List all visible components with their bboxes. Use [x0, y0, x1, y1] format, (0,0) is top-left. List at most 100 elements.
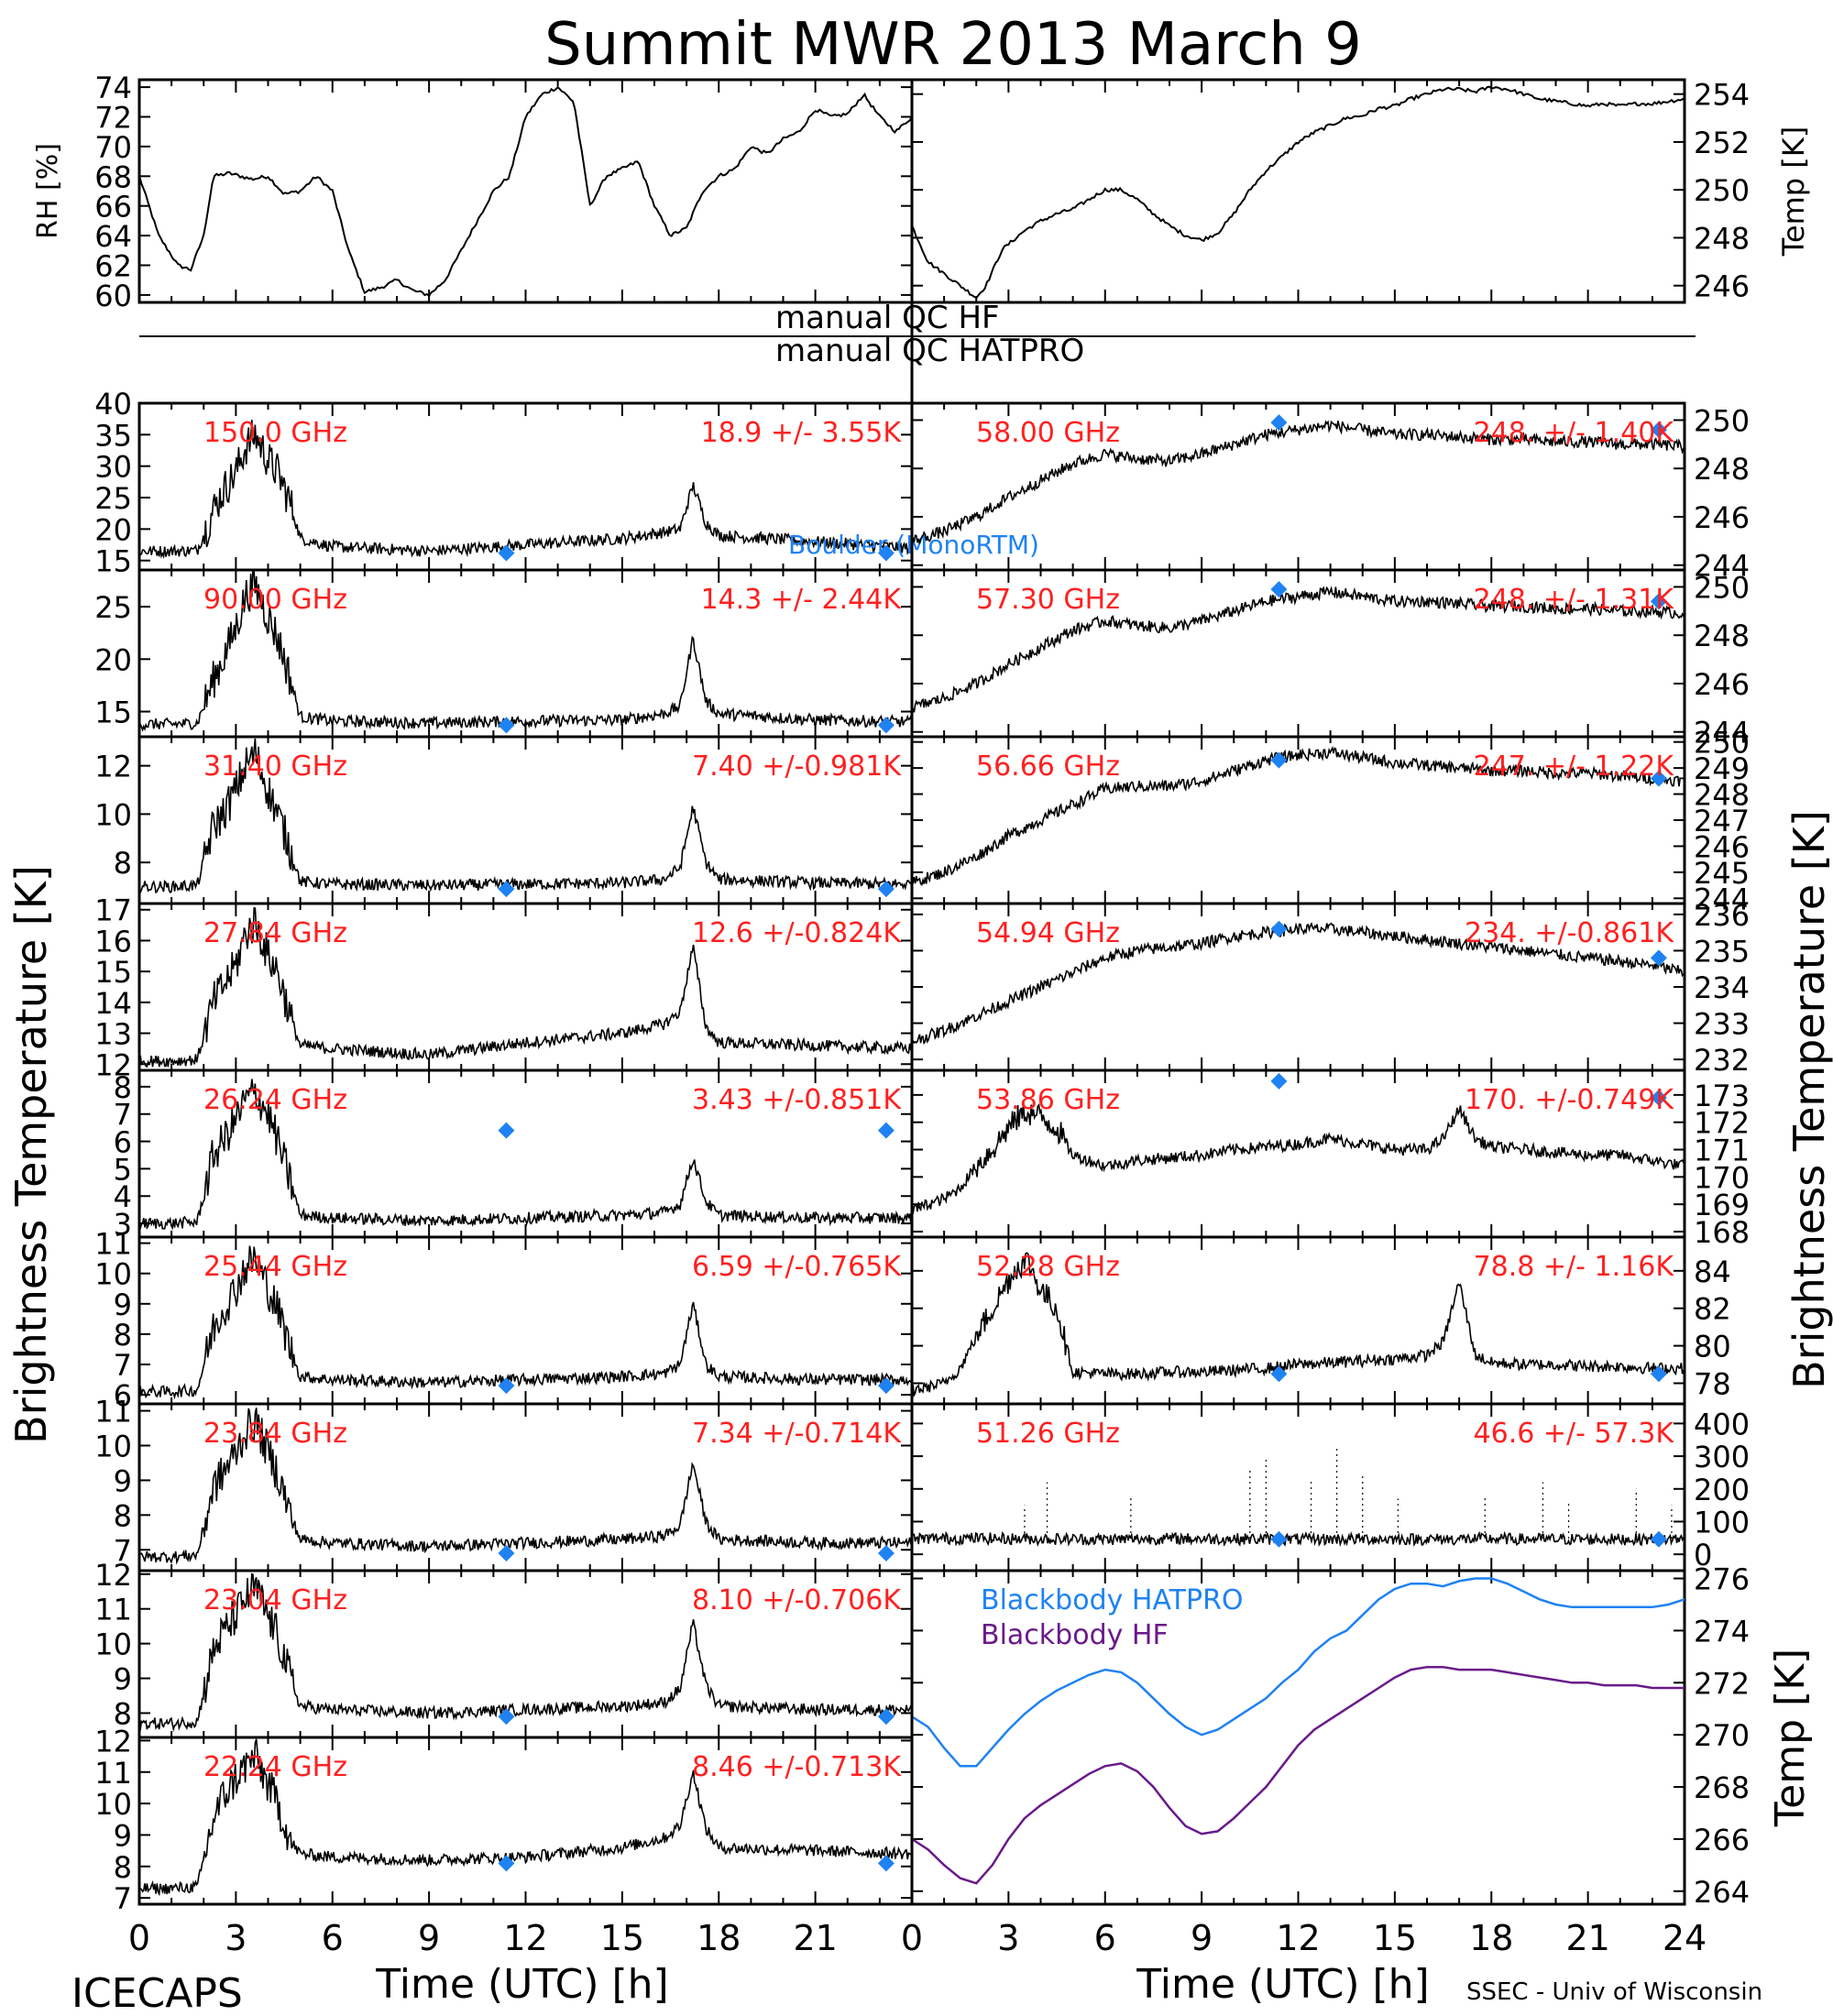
ylabel-left: Brightness Temperature [K] [6, 865, 56, 1444]
y-tick-label: 274 [1694, 1614, 1750, 1649]
figure-title: Summit MWR 2013 March 9 [544, 11, 1362, 79]
x-tick-label: 9 [1191, 1918, 1213, 1958]
model-diamond [498, 1377, 515, 1395]
y-tick-label: 11 [94, 1756, 132, 1791]
y-tick-label: 244 [1694, 716, 1750, 751]
y-tick-label: 7 [114, 1348, 132, 1383]
stat-label: 7.34 +/-0.714K [692, 1418, 902, 1450]
y-tick-label: 13 [94, 1017, 132, 1052]
footer-left: ICECAPS [71, 1970, 243, 2016]
model-diamond [1650, 1365, 1667, 1383]
y-tick-label: 168 [1694, 1215, 1750, 1250]
model-diamond [1270, 581, 1288, 598]
model-diamond [877, 1377, 895, 1395]
model-diamond [498, 1545, 515, 1562]
tb-trace [139, 1738, 912, 1897]
y-tick-label: 10 [94, 797, 132, 832]
tb-trace [912, 420, 1685, 544]
panel-body [912, 1446, 1685, 1548]
panel-body [912, 420, 1685, 544]
x-tick-label: 18 [1469, 1918, 1513, 1958]
y-tick-label: 248 [1694, 619, 1750, 653]
y-tick-label: 264 [1694, 1875, 1750, 1910]
y-tick-label: 16 [94, 924, 132, 959]
stat-label: 247. +/- 1.22K [1474, 751, 1675, 783]
y-tick-label: 9 [114, 1463, 132, 1498]
panel-blackbody: 264 266 268 270 272 274 276 Blackbody HATPROBla… [910, 1562, 1814, 1910]
y-tick-label: 170 [1694, 1160, 1750, 1195]
panel-ylabel: Temp [K] [1776, 126, 1811, 257]
model-diamond [1270, 1530, 1288, 1548]
model-diamond [1270, 920, 1288, 937]
y-tick-label: 5 [114, 1152, 132, 1187]
model-diamond [877, 544, 895, 562]
panel-ylabel: RH [%] [32, 143, 64, 239]
model-diamond [1650, 949, 1667, 967]
x-tick-label: 24 [1663, 1918, 1707, 1958]
xlabel-left: Time (UTC) [h] [375, 1961, 668, 2008]
model-diamond [1270, 1365, 1288, 1383]
y-tick-label: 25 [94, 481, 132, 516]
y-tick-label: 84 [1694, 1255, 1731, 1289]
frequency-label: 31.40 GHz [203, 751, 347, 783]
y-tick-label: 11 [94, 1593, 132, 1627]
frequency-label: 26.24 GHz [203, 1084, 347, 1116]
x-tick-label: 6 [322, 1918, 344, 1958]
ylabel-right: Brightness Temperature [K] [1784, 810, 1833, 1389]
panel-body [912, 745, 1685, 886]
stat-label: 46.6 +/- 57.3K [1474, 1418, 1675, 1450]
panel-body [139, 1738, 912, 1897]
y-tick-label: 270 [1694, 1718, 1750, 1753]
y-tick-label: 17 [94, 893, 132, 928]
panel-body [139, 1079, 912, 1232]
y-tick-label: 232 [1694, 1043, 1750, 1078]
y-tick-label: 78 [1694, 1367, 1731, 1402]
y-tick-label: 30 [94, 450, 132, 485]
y-tick-label: 266 [1694, 1823, 1750, 1857]
model-diamond [498, 1855, 515, 1872]
y-tick-label: 9 [114, 1818, 132, 1853]
tb-trace [139, 420, 912, 560]
xlabel-right: Time (UTC) [h] [1136, 1961, 1429, 2008]
tb-trace [912, 1530, 1685, 1548]
y-tick-label: 12 [94, 750, 132, 784]
frequency-label: 150.0 GHz [203, 417, 347, 449]
y-tick-label: 171 [1694, 1134, 1750, 1168]
model-diamond [877, 1855, 895, 1872]
y-tick-label: 172 [1694, 1106, 1750, 1141]
panel-body [139, 1245, 912, 1400]
panel-tb-57.30: 244 246 248 250 57.30 GHz 248. +/- 1.31K [910, 568, 1750, 751]
y-tick-label: 246 [1694, 269, 1750, 304]
model-diamond [1650, 422, 1667, 439]
y-tick-label: 66 [94, 190, 132, 225]
temp-line [912, 85, 1685, 300]
frequency-label: 23.04 GHz [203, 1584, 347, 1616]
panel-body [139, 570, 912, 732]
model-diamond [1650, 1530, 1667, 1548]
stat-label: 78.8 +/- 1.16K [1474, 1251, 1675, 1283]
frequency-label: 58.00 GHz [976, 417, 1120, 449]
y-tick-label: 9 [114, 1662, 132, 1697]
panel-temp: 246 248 250 252 254 Temp [K] [910, 78, 1811, 304]
x-tick-label: 3 [225, 1918, 247, 1958]
legend-entry: Blackbody HF [981, 1619, 1169, 1651]
x-tick-label: 18 [697, 1918, 741, 1958]
panel-body [139, 420, 912, 560]
x-tick-label: 3 [997, 1918, 1019, 1958]
x-tick-label: 6 [1094, 1918, 1116, 1958]
frequency-label: 27.84 GHz [203, 917, 347, 949]
y-tick-label: 15 [94, 696, 132, 730]
stat-label: 8.10 +/-0.706K [692, 1584, 902, 1616]
y-tick-label: 169 [1694, 1188, 1750, 1222]
model-diamond [498, 881, 515, 898]
y-tick-label: 272 [1694, 1666, 1750, 1701]
frequency-label: 54.94 GHz [976, 917, 1120, 949]
y-tick-label: 4 [114, 1179, 132, 1214]
stat-label: 248. +/- 1.40K [1474, 417, 1675, 449]
